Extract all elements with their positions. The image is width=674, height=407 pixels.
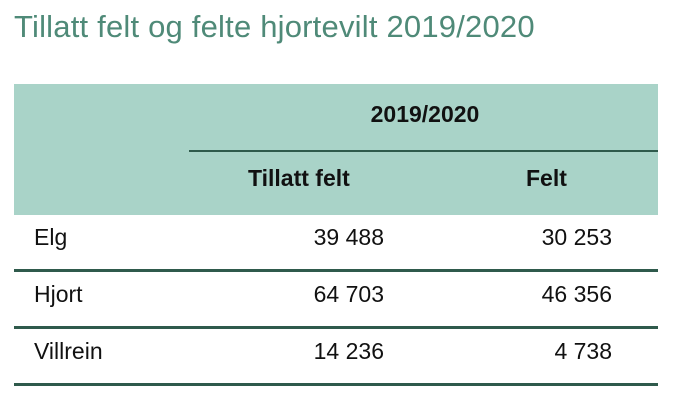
table-header: 2019/2020 Tillatt felt Felt bbox=[14, 84, 658, 215]
row-divider bbox=[14, 326, 658, 329]
period-header: 2019/2020 bbox=[370, 101, 480, 127]
species-cell: Villrein bbox=[34, 338, 103, 364]
column-header-felled: Felt bbox=[526, 165, 567, 191]
allowed-cell: 39 488 bbox=[313, 224, 384, 250]
row-divider bbox=[14, 269, 658, 272]
felled-cell: 4 738 bbox=[554, 338, 612, 364]
table-row-elg: Elg 39 488 30 253 bbox=[14, 215, 658, 271]
species-cell: Hjort bbox=[34, 281, 83, 307]
species-cell: Elg bbox=[34, 224, 68, 250]
allowed-cell: 64 703 bbox=[313, 281, 384, 307]
felled-cell: 46 356 bbox=[541, 281, 612, 307]
table-row-hjort: Hjort 64 703 46 356 bbox=[14, 272, 658, 328]
header-divider bbox=[189, 150, 658, 152]
table-row-villrein: Villrein 14 236 4 738 bbox=[14, 329, 658, 385]
column-header-allowed: Tillatt felt bbox=[248, 165, 350, 191]
page-title: Tillatt felt og felte hjortevilt 2019/20… bbox=[14, 9, 535, 44]
felled-cell: 30 253 bbox=[541, 224, 612, 250]
table-bottom-border bbox=[14, 383, 658, 386]
allowed-cell: 14 236 bbox=[313, 338, 384, 364]
